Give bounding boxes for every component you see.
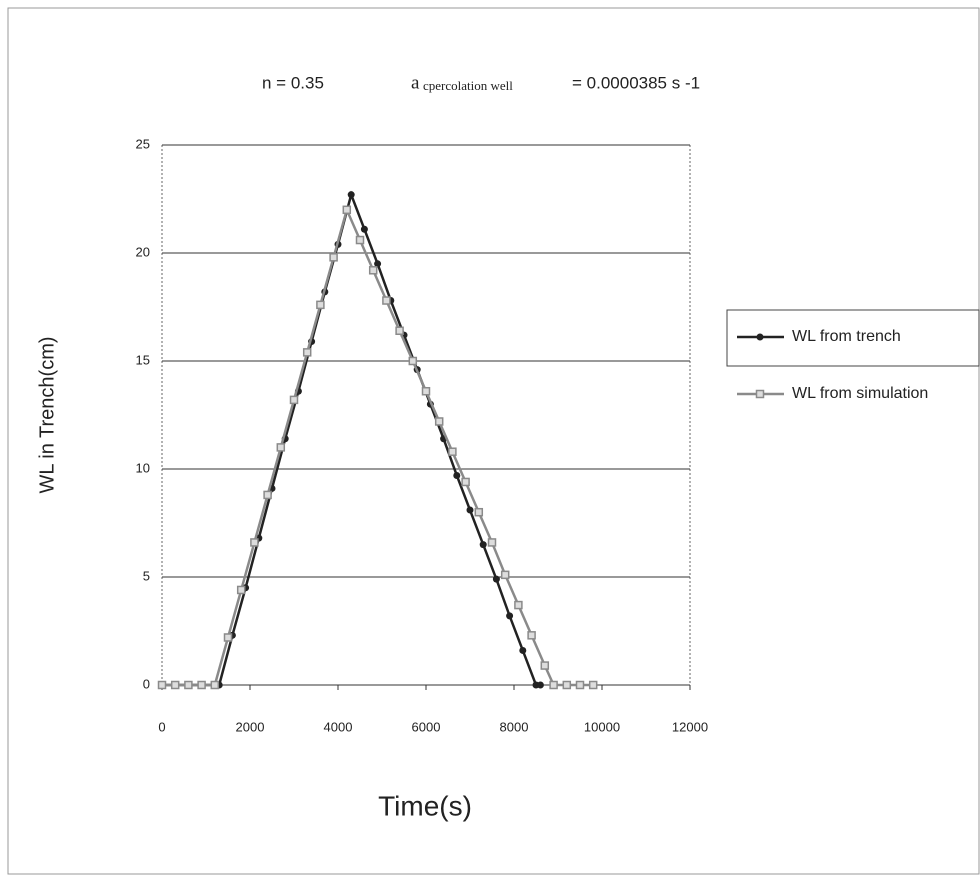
point [198, 682, 205, 689]
point [330, 254, 337, 261]
point [172, 682, 179, 689]
point [291, 396, 298, 403]
point [449, 448, 456, 455]
x-tick-label: 4000 [324, 719, 353, 734]
point [357, 237, 364, 244]
point [528, 632, 535, 639]
point [304, 349, 311, 356]
point [493, 576, 500, 583]
point [343, 206, 350, 213]
y-tick-label: 10 [136, 460, 150, 475]
title-value: = 0.0000385 s -1 [572, 73, 700, 92]
legend-label: WL from trench [792, 328, 901, 345]
point [515, 602, 522, 609]
frame [8, 8, 979, 874]
legend-label: WL from simulation [792, 385, 928, 402]
point [577, 682, 584, 689]
x-tick-label: 10000 [584, 719, 620, 734]
point [211, 682, 218, 689]
point [453, 472, 460, 479]
x-tick-label: 6000 [412, 719, 441, 734]
point [519, 647, 526, 654]
title-a: a [411, 72, 420, 93]
point [185, 682, 192, 689]
y-tick-label: 20 [136, 244, 150, 259]
point [480, 541, 487, 548]
point [317, 301, 324, 308]
legend-marker [757, 334, 764, 341]
point [225, 634, 232, 641]
point [506, 612, 513, 619]
x-tick-label: 12000 [672, 719, 708, 734]
point [467, 507, 474, 514]
point [251, 539, 258, 546]
point [361, 226, 368, 233]
chart: n = 0.35 a cpercolation well = 0.0000385… [0, 0, 980, 877]
title-sub: cpercolation well [423, 78, 513, 93]
x-tick-label: 0 [158, 719, 165, 734]
point [563, 682, 570, 689]
y-axis-label: WL in Trench(cm) [36, 336, 58, 493]
point [436, 418, 443, 425]
point [541, 662, 548, 669]
point [475, 509, 482, 516]
legend-marker [757, 391, 764, 398]
y-tick-label: 0 [143, 676, 150, 691]
point [396, 327, 403, 334]
point [238, 586, 245, 593]
point [550, 682, 557, 689]
series-line [162, 210, 593, 685]
point [590, 682, 597, 689]
title-n: n = 0.35 [262, 73, 324, 92]
point [348, 191, 355, 198]
point [264, 491, 271, 498]
point [462, 478, 469, 485]
point [423, 388, 430, 395]
point [502, 571, 509, 578]
y-tick-label: 25 [136, 136, 150, 151]
point [277, 444, 284, 451]
point [409, 358, 416, 365]
x-axis-label: Time(s) [378, 790, 472, 821]
point [489, 539, 496, 546]
x-tick-label: 8000 [500, 719, 529, 734]
point [159, 682, 166, 689]
series-line [162, 195, 540, 685]
point [383, 297, 390, 304]
x-tick-label: 2000 [236, 719, 265, 734]
point [370, 267, 377, 274]
point [537, 682, 544, 689]
y-tick-label: 15 [136, 352, 150, 367]
y-tick-label: 5 [143, 568, 150, 583]
